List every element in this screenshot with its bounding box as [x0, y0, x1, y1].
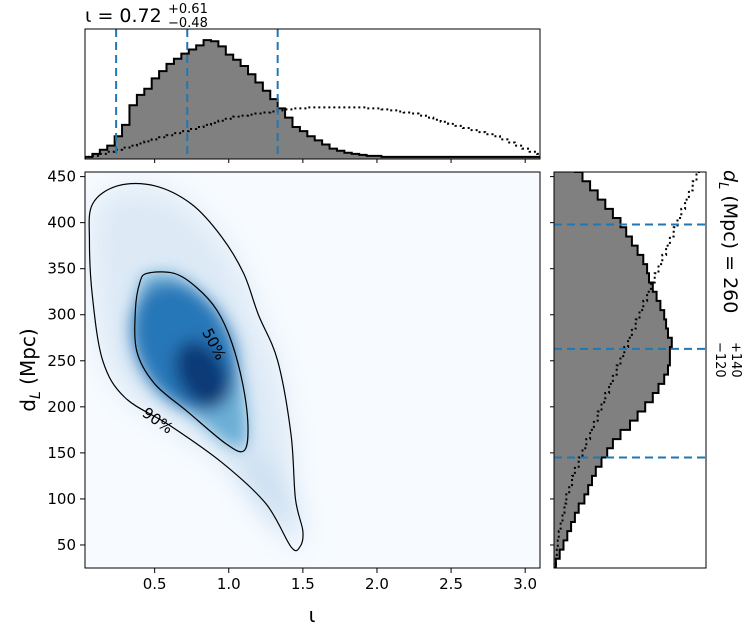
- joint-panel: 50%90% 0.5 1.0 1.5 2.0 2.5 3.0 50100150200250…: [16, 168, 541, 627]
- joint-frame: [84, 171, 541, 569]
- top-title: ι = 0.72: [85, 5, 162, 27]
- right-histogram: [554, 172, 706, 568]
- x-tick-label: 2.5: [439, 575, 463, 593]
- svg-text:dL (Mpc) = 260: dL (Mpc) = 260: [715, 170, 741, 313]
- x-tick-label: 0.5: [143, 575, 167, 593]
- y-axis-label: dL (Mpc): [16, 328, 44, 411]
- svg-text:−120: −120: [712, 342, 727, 378]
- top-histogram: [85, 29, 540, 159]
- right-frame: [553, 171, 707, 569]
- y-tick-label: 300: [47, 306, 76, 324]
- x-tick-label: 1.0: [217, 575, 241, 593]
- top-title-sub: −0.48: [168, 16, 208, 31]
- top-title-sup: +0.61: [168, 2, 208, 17]
- y-tick-label: 150: [47, 444, 76, 462]
- right-prior-step: [554, 172, 702, 568]
- x-tick-label: 1.5: [291, 575, 315, 593]
- y-tick-label: 50: [57, 536, 76, 554]
- x-axis-label: ι: [309, 603, 316, 627]
- contour-90pct: [88, 182, 304, 552]
- top-posterior-fill: [85, 40, 540, 159]
- credible-contours: [88, 182, 304, 552]
- x-axis-ticks: 0.5 1.0 1.5 2.0 2.5 3.0: [143, 568, 537, 593]
- y-tick-label: 350: [47, 260, 76, 278]
- heat-peak: [174, 340, 230, 409]
- x-tick-label: 2.0: [365, 575, 389, 593]
- svg-text:+140: +140: [728, 342, 743, 378]
- contour-50pct: [134, 271, 249, 453]
- top-prior-step: [85, 106, 540, 159]
- right-posterior-fill: [554, 172, 672, 568]
- y-tick-label: 400: [47, 214, 76, 232]
- right-y-ticks: [550, 176, 554, 546]
- y-tick-label: 450: [47, 168, 76, 186]
- top-marginal-panel: ι = 0.72 +0.61 −0.48: [84, 2, 541, 163]
- y-tick-label: 100: [47, 490, 76, 508]
- top-posterior-step: [85, 39, 540, 159]
- top-frame: [84, 28, 541, 160]
- top-x-ticks: [154, 159, 526, 163]
- right-marginal-panel: dL (Mpc) = 260 +140 −120: [550, 170, 743, 569]
- y-tick-label: 200: [47, 398, 76, 416]
- y-tick-label: 250: [47, 352, 76, 370]
- heat-tail: [235, 449, 297, 531]
- x-tick-label: 3.0: [513, 575, 537, 593]
- right-side-label: dL (Mpc) = 260 +140 −120: [712, 170, 743, 378]
- right-posterior-step: [554, 172, 673, 568]
- y-axis-ticks: 50 100 150 200 250 300 350 400 450: [47, 168, 85, 554]
